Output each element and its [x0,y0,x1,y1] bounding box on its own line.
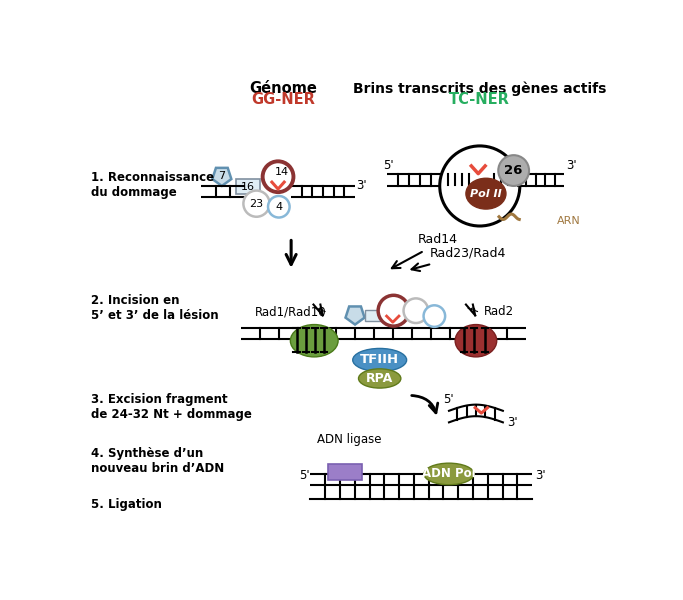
Circle shape [440,146,520,226]
Text: 3': 3' [507,416,518,429]
Circle shape [268,196,290,218]
Text: Génome: Génome [249,81,318,96]
Text: 3': 3' [535,469,546,482]
Text: 5': 5' [443,393,454,406]
Text: Rad23/Rad4: Rad23/Rad4 [430,247,506,260]
Text: 5': 5' [384,159,394,172]
Text: 4: 4 [275,202,282,212]
Text: Brins transcrits des gènes actifs: Brins transcrits des gènes actifs [353,81,607,96]
Text: Pol II: Pol II [470,188,502,199]
Text: 2. Incision en
5’ et 3’ de la lésion: 2. Incision en 5’ et 3’ de la lésion [91,294,219,322]
Circle shape [243,191,270,217]
Text: GG-NER: GG-NER [251,92,316,107]
Text: 3': 3' [357,179,367,191]
Text: Rad14: Rad14 [418,233,458,246]
Ellipse shape [290,325,338,357]
Circle shape [318,308,322,312]
Text: RPA: RPA [366,372,393,385]
Text: ARN: ARN [557,217,581,226]
Text: 14: 14 [275,167,289,177]
Text: 16: 16 [241,182,255,192]
Ellipse shape [466,178,506,209]
Text: 5': 5' [299,469,309,482]
Circle shape [404,298,428,323]
Text: Rad1/Rad10: Rad1/Rad10 [255,305,326,319]
Ellipse shape [455,325,497,357]
Text: 4. Synthèse d’un
nouveau brin d’ADN: 4. Synthèse d’un nouveau brin d’ADN [91,447,224,475]
Ellipse shape [359,369,401,388]
Text: 3': 3' [566,159,576,172]
FancyBboxPatch shape [236,179,260,194]
Text: 26: 26 [505,164,523,177]
Text: 1. Reconnaissance
du dommage: 1. Reconnaissance du dommage [91,170,214,199]
Text: 3. Excision fragment
de 24-32 Nt + dommage: 3. Excision fragment de 24-32 Nt + domma… [91,393,252,421]
Polygon shape [346,307,365,325]
Ellipse shape [424,463,474,485]
Text: TFIIH: TFIIH [360,353,400,367]
Text: Rad2: Rad2 [484,305,514,319]
Text: ADN ligase: ADN ligase [316,433,381,446]
Text: TC-NER: TC-NER [449,92,510,107]
Text: ADN Pol: ADN Pol [422,467,476,481]
FancyBboxPatch shape [328,464,363,481]
Text: 23: 23 [249,199,264,209]
Polygon shape [212,168,232,186]
Circle shape [423,305,445,327]
Text: 7: 7 [219,171,225,181]
Circle shape [471,308,475,312]
Ellipse shape [352,349,406,371]
FancyBboxPatch shape [365,310,382,321]
Text: 5. Ligation: 5. Ligation [91,498,162,511]
Circle shape [499,155,529,186]
Circle shape [378,295,409,326]
Circle shape [263,161,294,192]
